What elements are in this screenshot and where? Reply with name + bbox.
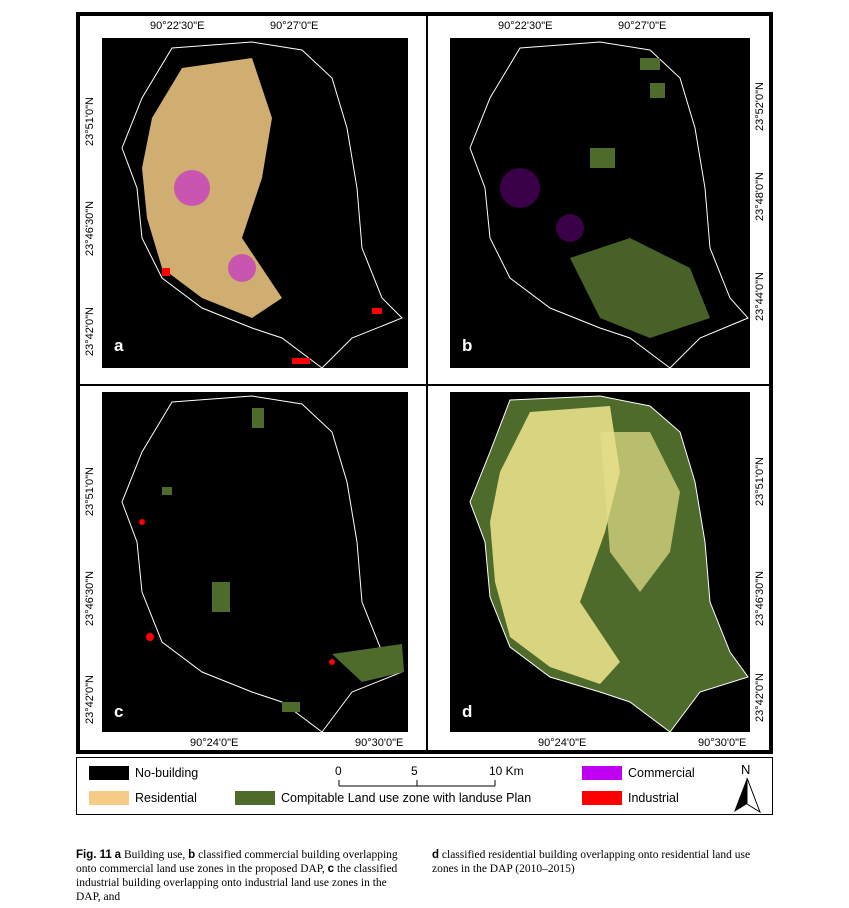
map-a: a (102, 38, 408, 369)
figure-label: Fig. 11 (76, 849, 112, 861)
caption-part: b (188, 849, 196, 861)
map-a-graphic (121, 41, 403, 369)
caption-left: Fig. 11 a Building use, b classified com… (76, 848, 412, 904)
scale-tick-label: 5 (411, 764, 418, 778)
map-c: c (102, 392, 408, 733)
panel-d: d 90°24'0"E 90°30'0"E 23°51'0"N 23°46'30… (426, 384, 771, 752)
caption-part: a (114, 849, 122, 861)
caption-text: classified commercial building overlappi… (76, 849, 398, 875)
legend-industrial: Industrial (582, 791, 679, 805)
panel-letter-a: a (114, 336, 124, 355)
caption-text: classified residential building overlapp… (432, 849, 751, 875)
map-b-graphic (469, 41, 749, 369)
panel-b: b 90°22'30"E 90°27'0"E 23°52'0"N 23°48'0… (426, 14, 771, 386)
scale-bar: 0 5 10 Km (335, 764, 525, 790)
map-b: b (450, 38, 750, 369)
legend-label: No-building (135, 766, 199, 780)
caption-text: the classified industrial building overl… (76, 863, 398, 903)
lon-label: 90°30'0"E (355, 737, 404, 749)
panel-letter-d: d (462, 702, 473, 721)
lat-label: 23°51'0"N (84, 97, 96, 146)
lat-label: 23°46'30"N (754, 570, 766, 626)
no-building-swatch (89, 766, 129, 780)
panel-c: c 90°24'0"E 90°30'0"E 23°51'0"N 23°46'30… (78, 384, 428, 752)
industrial-swatch (582, 791, 622, 805)
lon-label: 90°30'0"E (698, 737, 747, 749)
compatible-swatch (235, 791, 275, 805)
lon-label: 90°24'0"E (538, 737, 587, 749)
lon-label: 90°27'0"E (618, 20, 667, 32)
legend-compatible: Compitable Land use zone with landuse Pl… (235, 791, 531, 805)
scale-tick-label: 10 Km (489, 764, 524, 778)
caption-right: d classified residential building overla… (432, 848, 772, 876)
panel-letter-b: b (462, 336, 473, 355)
scale-bar-graphic (338, 780, 496, 787)
legend-label: Commercial (628, 766, 695, 780)
lat-label: 23°48'0"N (754, 172, 766, 221)
lon-label: 90°27'0"E (270, 20, 319, 32)
lat-label: 23°44'0"N (754, 272, 766, 321)
panel-a: a 90°22'30"E 90°27'0"E 23°51'0"N 23°46'3… (78, 14, 428, 386)
legend-label: Residential (135, 791, 197, 805)
north-arrow: N (732, 762, 762, 814)
map-figure: a 90°22'30"E 90°27'0"E 23°51'0"N 23°46'3… (76, 12, 773, 754)
legend: No-building Residential Compitable Land … (76, 757, 773, 815)
caption-part: d (432, 849, 440, 861)
caption-part: c (327, 863, 335, 875)
lat-label: 23°46'30"N (84, 570, 96, 626)
map-d-graphic (469, 395, 749, 733)
caption-text: Building use, (123, 849, 186, 861)
lat-label: 23°51'0"N (754, 457, 766, 506)
lat-label: 23°52'0"N (754, 82, 766, 131)
legend-residential: Residential (89, 791, 197, 805)
lat-label: 23°51'0"N (84, 467, 96, 516)
north-label: N (741, 762, 751, 777)
legend-commercial: Commercial (582, 766, 695, 780)
lat-label: 23°42'0"N (84, 307, 96, 356)
legend-label: Compitable Land use zone with landuse Pl… (281, 791, 532, 805)
legend-no-building: No-building (89, 766, 198, 780)
map-c-graphic (121, 395, 404, 733)
lon-label: 90°24'0"E (190, 737, 239, 749)
lon-label: 90°22'30"E (498, 20, 553, 32)
residential-swatch (89, 791, 129, 805)
panel-letter-c: c (114, 702, 124, 721)
lat-label: 23°42'0"N (84, 675, 96, 724)
lat-label: 23°42'0"N (754, 673, 766, 722)
map-d: d (450, 392, 750, 733)
scale-tick-label: 0 (335, 764, 342, 778)
lon-label: 90°22'30"E (150, 20, 205, 32)
commercial-swatch (582, 766, 622, 780)
north-arrow-icon (734, 778, 761, 814)
legend-label: Industrial (628, 791, 679, 805)
lat-label: 23°46'30"N (84, 200, 96, 256)
